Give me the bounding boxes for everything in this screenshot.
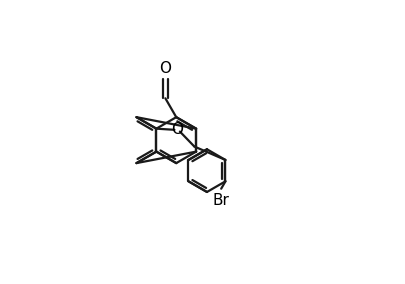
Text: O: O <box>159 61 171 76</box>
Text: Br: Br <box>213 193 230 208</box>
Text: O: O <box>171 122 183 137</box>
